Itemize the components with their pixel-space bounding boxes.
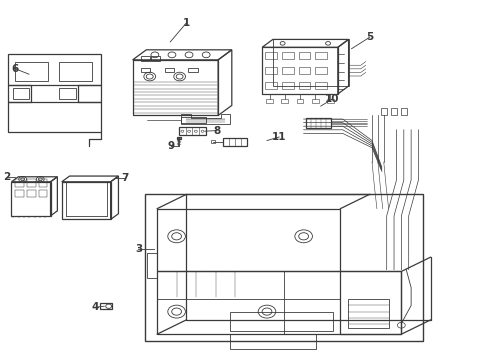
Text: 11: 11 — [272, 132, 287, 142]
Text: 10: 10 — [325, 94, 339, 104]
Text: 4: 4 — [91, 302, 98, 312]
Text: 5: 5 — [366, 32, 373, 42]
Text: 6: 6 — [12, 64, 19, 74]
Text: 1: 1 — [183, 18, 190, 28]
Text: 8: 8 — [214, 126, 221, 135]
Text: 3: 3 — [135, 244, 142, 254]
Text: 7: 7 — [122, 173, 129, 183]
Text: 2: 2 — [3, 172, 10, 182]
Text: 9: 9 — [167, 140, 174, 150]
